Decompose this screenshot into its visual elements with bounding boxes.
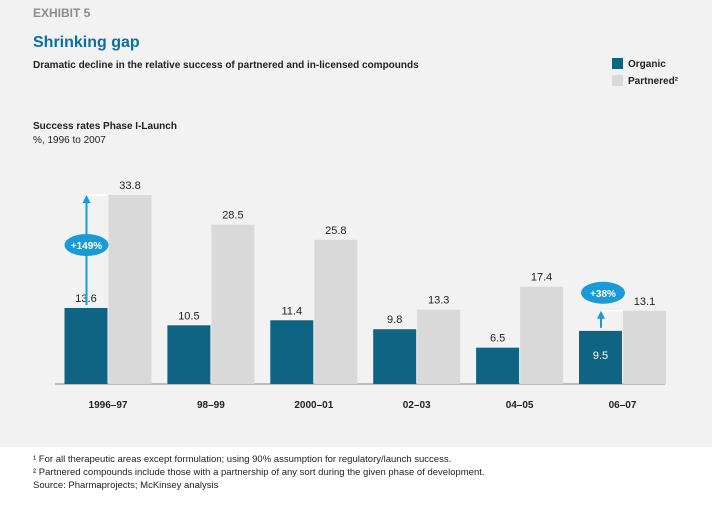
value-label: 11.4 (282, 305, 303, 317)
bar (270, 320, 314, 384)
x-tick-label: 04–05 (506, 400, 534, 411)
bar (211, 224, 255, 384)
annotation-arrowhead (82, 195, 91, 204)
bar (373, 329, 417, 384)
x-tick-label: 98–99 (197, 400, 225, 411)
legend-swatch (612, 75, 623, 86)
value-label: 6.5 (490, 333, 505, 345)
axis-title: Success rates Phase I-Launch (33, 121, 177, 132)
bar (520, 286, 564, 384)
annotation-arrowhead (597, 310, 605, 319)
annotation: +38% (590, 289, 616, 300)
value-label: 13.3 (428, 295, 449, 307)
value-label: 17.4 (531, 272, 552, 284)
footnote: ¹ For all therapeutic areas except formu… (33, 454, 451, 465)
x-tick-label: 1996–97 (89, 400, 128, 411)
footnote: Source: Pharmaprojects; McKinsey analysi… (33, 480, 219, 491)
value-label: 9.5 (593, 350, 608, 362)
annotation-bubble (64, 234, 109, 256)
value-label: 9.8 (387, 314, 402, 326)
bar (314, 239, 358, 384)
x-tick-label: 02–03 (403, 400, 431, 411)
footnote: ² Partnered compounds include those with… (33, 467, 485, 478)
bar (417, 309, 461, 384)
legend-label: Organic (628, 59, 666, 70)
bar (623, 310, 666, 384)
value-label: 10.5 (178, 310, 199, 322)
value-label: 28.5 (222, 210, 243, 222)
chart-title: Shrinking gap (33, 34, 140, 51)
subtitle: Dramatic decline in the relative success… (33, 60, 419, 71)
value-label: 13.1 (634, 296, 655, 308)
bar (108, 195, 152, 384)
bar (64, 307, 108, 384)
bar (167, 325, 211, 384)
legend-swatch (612, 58, 623, 69)
value-label: 25.8 (325, 225, 346, 237)
annotation: +149% (71, 241, 103, 252)
legend-label: Partnered² (628, 76, 679, 87)
value-label: 33.8 (119, 180, 140, 192)
bar (579, 330, 622, 384)
bar (476, 347, 520, 384)
x-tick-label: 2000–01 (294, 400, 333, 411)
x-tick-label: 06–07 (609, 400, 637, 411)
annotation-bubble (581, 281, 625, 304)
exhibit: EXHIBIT 5 (33, 6, 91, 20)
axis-subtitle: %, 1996 to 2007 (33, 135, 106, 146)
